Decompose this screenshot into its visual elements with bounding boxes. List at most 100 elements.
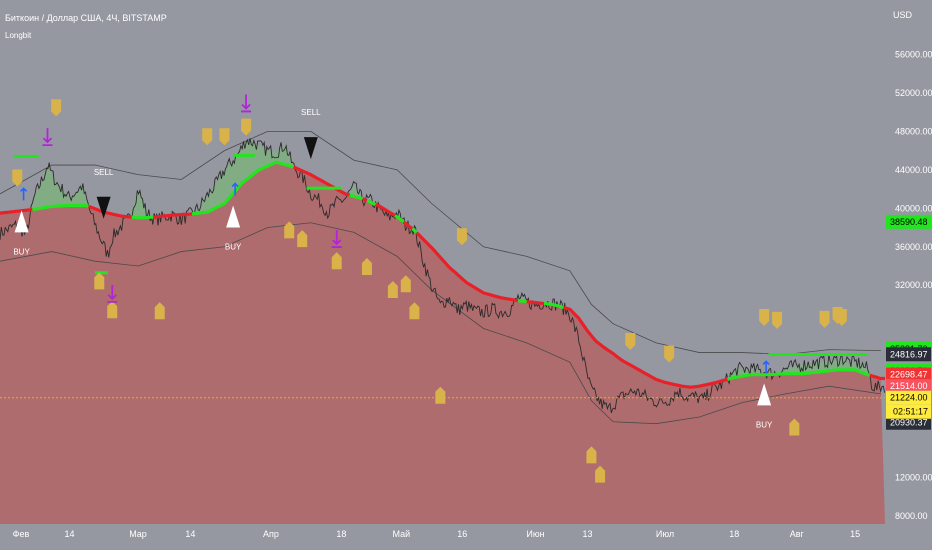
above-ma-area — [191, 140, 293, 214]
x-tick-label: 16 — [457, 529, 467, 539]
below-ma-area — [0, 162, 885, 524]
ma-line-up — [32, 203, 90, 212]
price-tag-label: 38590.48 — [890, 217, 928, 227]
x-tick-label: Авг — [790, 529, 805, 539]
ma-line-up — [411, 227, 418, 234]
sell-label: SELL — [94, 168, 114, 177]
price-tag — [886, 367, 931, 382]
currency-label: USD — [893, 10, 913, 20]
buy-label: BUY — [756, 420, 773, 429]
time-axis[interactable] — [0, 524, 932, 550]
sell-signal-arrow — [303, 137, 318, 160]
yellow-up-marker — [154, 302, 165, 320]
countdown-tag — [886, 404, 931, 419]
x-tick-label: Май — [393, 529, 411, 539]
yellow-up-marker — [435, 386, 446, 404]
sell-signal-arrow — [96, 196, 111, 219]
yellow-up-marker — [400, 275, 411, 293]
above-ma-area — [130, 189, 152, 218]
y-tick-label: 48000.00 — [895, 126, 932, 136]
yellow-down-marker — [456, 228, 467, 246]
y-tick-label: 40000.00 — [895, 203, 932, 213]
ma-line-up — [131, 215, 154, 220]
x-tick-label: 14 — [64, 529, 74, 539]
x-tick-label: Июн — [526, 529, 544, 539]
yellow-up-marker — [107, 301, 118, 319]
yellow-down-marker — [51, 99, 62, 117]
ma-line-down — [292, 165, 351, 197]
x-tick-label: 15 — [850, 529, 860, 539]
price-tag — [886, 214, 931, 229]
price-tag — [886, 347, 931, 362]
purple-exit-marker — [331, 230, 342, 248]
yellow-up-marker — [387, 281, 398, 299]
buy-entry-marker — [20, 187, 28, 201]
yellow-up-marker — [361, 257, 372, 275]
price-tag — [886, 390, 931, 405]
ma-line-down — [562, 305, 728, 389]
price-tag-label: 24816.97 — [890, 349, 928, 359]
yellow-up-marker — [586, 446, 597, 464]
x-tick-label: Мар — [129, 529, 147, 539]
buy-entry-marker — [762, 360, 770, 374]
yellow-down-marker — [625, 333, 636, 350]
buy-entry-marker — [231, 182, 239, 196]
yellow-down-marker — [836, 308, 847, 326]
ma-line-down — [361, 197, 368, 203]
yellow-down-marker — [12, 169, 23, 187]
yellow-up-marker — [789, 418, 800, 436]
price-tag — [886, 379, 931, 394]
price-tag-label: 21514.00 — [890, 381, 928, 391]
price-line — [0, 138, 885, 413]
yellow-down-marker — [219, 128, 230, 146]
ma-line-up — [543, 301, 564, 310]
ma-line-up — [191, 160, 295, 216]
buy-signal-arrow — [14, 210, 29, 233]
symbol-title[interactable]: Биткоин / Доллар США, 4Ч, BITSTAMP — [5, 13, 167, 23]
x-tick-label: Апр — [263, 529, 279, 539]
y-tick-label: 8000.00 — [895, 511, 928, 521]
ma-line-up — [394, 214, 405, 224]
buy-label: BUY — [225, 243, 242, 252]
ma-line-up — [517, 299, 527, 304]
x-tick-label: 13 — [582, 529, 592, 539]
y-tick-label: 44000.00 — [895, 165, 932, 175]
price-tag-label: 21224.00 — [890, 393, 928, 403]
yellow-up-marker — [297, 230, 308, 248]
yellow-up-marker — [94, 272, 105, 290]
purple-exit-marker — [42, 128, 53, 147]
y-tick-label: 36000.00 — [895, 242, 932, 252]
yellow-down-marker — [819, 310, 830, 328]
yellow-down-marker — [241, 118, 252, 136]
buy-signal-arrow — [757, 383, 772, 406]
ma-line-up — [349, 193, 364, 201]
ma-line-down — [374, 203, 396, 217]
yellow-down-marker — [202, 128, 213, 146]
price-tag-label: 22698.47 — [890, 370, 928, 380]
upper-band-line — [0, 130, 881, 355]
purple-exit-marker — [241, 94, 252, 113]
ma-line-up — [366, 199, 377, 206]
price-tag — [886, 415, 931, 430]
y-tick-label: 12000.00 — [895, 473, 932, 483]
price-tag-label: 20930.37 — [890, 418, 928, 428]
x-tick-label: 14 — [185, 529, 195, 539]
ma-line-up — [726, 368, 871, 381]
indicator-label[interactable]: Longbit — [5, 31, 32, 40]
ma-line-down — [526, 300, 545, 306]
sell-label: SELL — [301, 108, 321, 117]
yellow-up-marker — [595, 465, 606, 483]
x-tick-label: 18 — [336, 529, 346, 539]
purple-exit-marker — [107, 284, 118, 303]
y-tick-label: 52000.00 — [895, 88, 932, 98]
buy-label: BUY — [13, 247, 30, 256]
countdown-label: 02:51:17 — [893, 407, 928, 417]
ma-line-down — [869, 373, 885, 381]
ma-line-down — [0, 207, 33, 215]
x-tick-label: Фев — [13, 529, 30, 539]
yellow-up-marker — [284, 221, 295, 239]
ma-line-down — [153, 212, 193, 219]
price-axis[interactable] — [885, 0, 932, 524]
